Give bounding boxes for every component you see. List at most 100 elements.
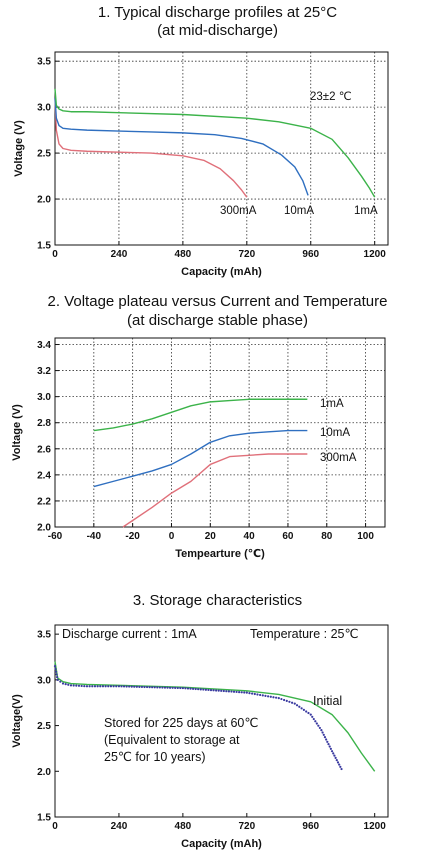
series-point [322, 733, 325, 736]
series-point [256, 693, 259, 696]
series-point [115, 685, 118, 688]
temperature-annotation: Temperature : 25℃ [250, 627, 359, 641]
y-tick-label: 3.0 [37, 103, 51, 114]
series-point [204, 688, 207, 691]
x-tick-label: 480 [175, 249, 192, 260]
series-point [320, 729, 323, 732]
series-point [307, 711, 310, 715]
series-point [327, 743, 330, 746]
series-point [340, 767, 343, 771]
series-point [315, 722, 318, 725]
series-point [302, 708, 305, 711]
series-point [56, 676, 59, 679]
series-line-initial [54, 661, 376, 772]
series-point [91, 685, 94, 688]
series-line-1ma [93, 398, 308, 432]
stored-label-line-3: 25℃ for 10 years) [104, 750, 206, 764]
series-point [125, 685, 128, 688]
x-tick-label: 80 [321, 531, 333, 542]
series-point [128, 685, 131, 688]
y-tick-label: 3.5 [37, 57, 51, 68]
x-tick-label: -40 [87, 531, 102, 542]
series-label-10ma: 10mA [284, 205, 314, 217]
series-point [179, 686, 182, 690]
series-point [312, 717, 315, 721]
series-point [336, 761, 340, 764]
series-point [280, 697, 283, 701]
series-label-1ma: 1mA [354, 205, 378, 217]
series-point [99, 685, 102, 688]
series-point [245, 691, 248, 694]
series-point [212, 689, 215, 692]
x-tick-label: 240 [111, 821, 128, 832]
series-point [225, 690, 228, 693]
series-point [101, 685, 105, 688]
series-point [298, 705, 301, 708]
series-point [328, 745, 331, 748]
series-point [318, 726, 321, 730]
series-point [153, 686, 156, 689]
series-point [220, 689, 223, 692]
y-tick-label: 1.5 [37, 241, 51, 252]
y-axis-label: Voltage (V) [11, 404, 23, 461]
y-tick-label: 3.2 [37, 366, 51, 377]
series-point [156, 686, 159, 689]
series-point [209, 688, 213, 692]
y-tick-label: 3.0 [37, 675, 51, 686]
series-point [138, 685, 141, 688]
x-tick-label: 960 [302, 821, 319, 832]
series-point [326, 740, 329, 743]
series-point [151, 686, 154, 689]
x-axis-label: Tempearture (℃) [175, 548, 265, 560]
series-point [135, 685, 138, 688]
series-point [215, 689, 218, 692]
x-tick-label: 1200 [364, 249, 387, 260]
series-point [171, 686, 174, 689]
series-point [335, 759, 338, 762]
series-point [56, 678, 59, 681]
series-point [300, 707, 303, 710]
series-point [338, 763, 341, 766]
series-point [288, 700, 291, 703]
x-tick-label: 100 [357, 531, 374, 542]
y-tick-label: 2.0 [37, 767, 51, 778]
series-label-300ma: 300mA [320, 452, 357, 464]
series-point [253, 692, 256, 696]
series-point [88, 685, 91, 688]
series-point [269, 695, 272, 698]
series-point [283, 698, 286, 702]
series-point [325, 738, 328, 741]
y-tick-label: 2.2 [37, 496, 51, 507]
series-point [158, 686, 161, 689]
series-point [54, 667, 57, 670]
series-point [85, 685, 89, 688]
series-point [54, 670, 58, 673]
series-point [323, 736, 327, 739]
series-point [67, 683, 70, 686]
series-point [339, 765, 342, 768]
x-tick-label: 960 [302, 249, 319, 260]
series-point [251, 692, 254, 695]
series-point [176, 686, 179, 690]
y-tick-label: 2.0 [37, 523, 51, 534]
series-point [275, 696, 278, 699]
series-point [140, 685, 144, 689]
chart2-subtitle: (at discharge stable phase) [127, 312, 308, 329]
series-point [61, 682, 65, 685]
series-point [311, 715, 314, 718]
series-point [334, 756, 337, 759]
series-point [309, 713, 312, 716]
series-point [243, 691, 246, 694]
y-axis-label: Voltage(V) [11, 694, 23, 748]
discharge-current-annotation: Discharge current : 1mA [62, 627, 197, 641]
series-point [230, 690, 233, 693]
series-point [133, 685, 136, 688]
series-label-1ma: 1mA [320, 398, 344, 410]
series-point [80, 684, 83, 688]
series-label-10ma: 10mA [320, 427, 350, 439]
series-point [59, 680, 62, 683]
series-point [305, 710, 308, 713]
